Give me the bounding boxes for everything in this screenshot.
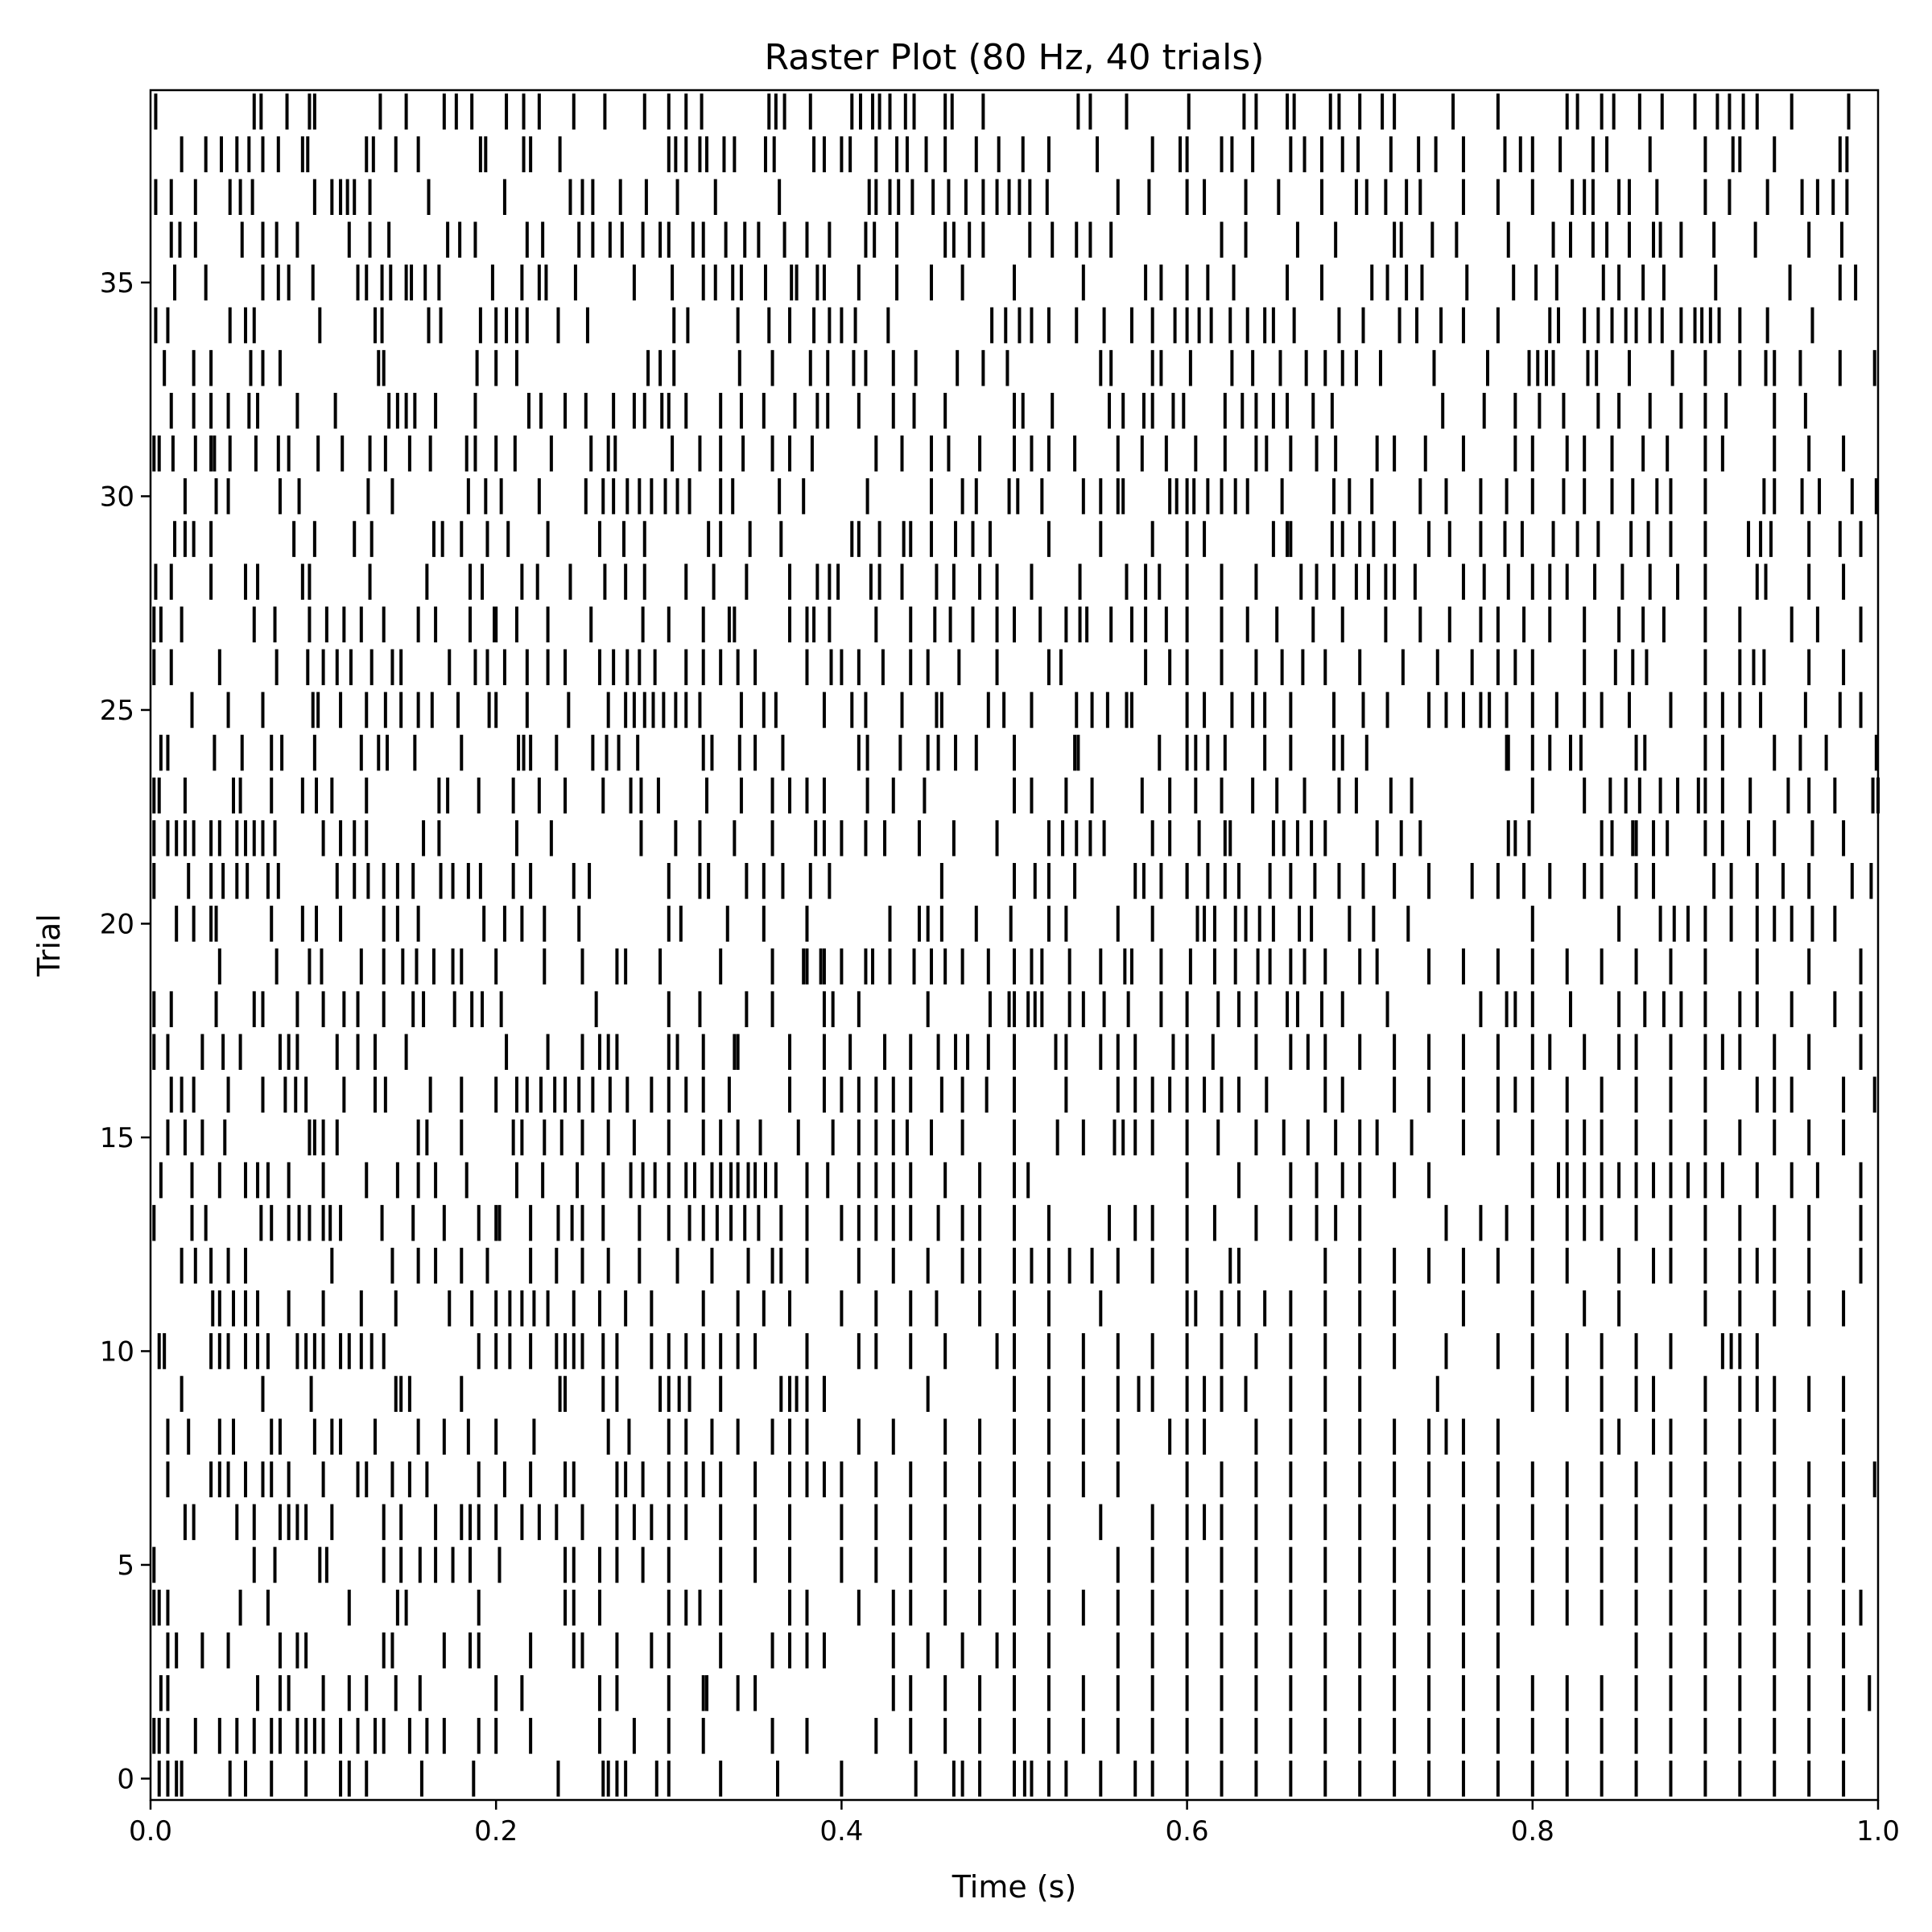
trial-row [180, 1376, 1846, 1412]
trial-row [183, 1504, 1846, 1541]
plot-frame [149, 89, 1880, 1802]
x-tick-label: 0.2 [474, 1815, 518, 1847]
trial-row [152, 1546, 1846, 1583]
x-tick-label: 0.0 [129, 1815, 172, 1847]
y-tick-label: 10 [100, 1335, 134, 1368]
trial-row [157, 1761, 1846, 1797]
trial-row [152, 1034, 1863, 1071]
trial-row [152, 649, 1846, 686]
trial-row [173, 521, 1863, 557]
trial-row [211, 1290, 1846, 1327]
trial-row [152, 1718, 1846, 1754]
trial-row [173, 264, 1858, 301]
trial-row [154, 564, 1846, 600]
trial-row [152, 436, 1846, 472]
trial-row [157, 1333, 1759, 1369]
trial-row [152, 1589, 1863, 1626]
trial-row [152, 777, 1880, 814]
trial-row [152, 606, 1863, 643]
trial-row [166, 1632, 1846, 1669]
trial-row [152, 863, 1873, 899]
trial-row [159, 734, 1878, 771]
y-tick-label: 0 [117, 1763, 134, 1795]
trial-row [152, 819, 1846, 857]
trial-row [159, 1162, 1863, 1199]
chart-title: Raster Plot (80 Hz, 40 trials) [765, 37, 1265, 78]
y-tick-label: 5 [117, 1550, 134, 1582]
y-axis-label: Trial [31, 914, 67, 977]
trial-row [154, 307, 1814, 344]
trial-row [183, 478, 1878, 514]
y-tick-label: 25 [100, 695, 134, 727]
trial-row [169, 1076, 1876, 1113]
trial-row [152, 1204, 1863, 1241]
x-axis-label: Time (s) [952, 1869, 1077, 1905]
trial-row [166, 1461, 1876, 1498]
y-tick-label: 20 [100, 908, 134, 940]
x-tick-label: 0.8 [1511, 1815, 1554, 1847]
trial-row [154, 93, 1851, 130]
y-tick-label: 35 [100, 267, 134, 299]
trial-row [169, 221, 1843, 258]
tick-layer: 0.0 0.2 0.4 0.6 0.8 1.0 0 5 10 15 20 25 30 35 [100, 267, 1900, 1847]
trial-row [180, 1247, 1863, 1284]
trial-row [169, 392, 1807, 429]
trial-row [152, 991, 1863, 1027]
spike-layer [152, 93, 1880, 1797]
trial-row [175, 906, 1837, 942]
x-tick-label: 0.4 [819, 1815, 863, 1847]
trial-row [166, 1119, 1846, 1156]
trial-row [180, 136, 1849, 172]
x-tick-label: 0.6 [1166, 1815, 1209, 1847]
trial-row [166, 1418, 1846, 1455]
x-tick-label: 1.0 [1856, 1815, 1900, 1847]
y-tick-label: 30 [100, 481, 134, 513]
y-tick-label: 15 [100, 1122, 134, 1154]
trial-row [190, 691, 1863, 729]
trial-row [159, 1674, 1872, 1711]
trial-row [217, 948, 1863, 985]
trial-row [163, 349, 1876, 386]
trial-row [154, 179, 1849, 216]
